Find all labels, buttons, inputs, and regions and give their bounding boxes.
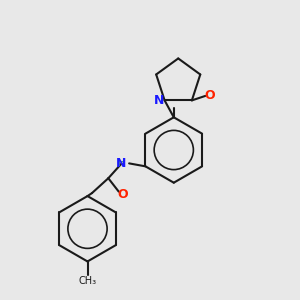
Text: H: H xyxy=(117,158,126,168)
Text: O: O xyxy=(204,89,215,102)
Text: CH₃: CH₃ xyxy=(78,276,97,286)
Text: N: N xyxy=(116,157,126,170)
Text: O: O xyxy=(118,188,128,201)
Text: N: N xyxy=(154,94,164,107)
